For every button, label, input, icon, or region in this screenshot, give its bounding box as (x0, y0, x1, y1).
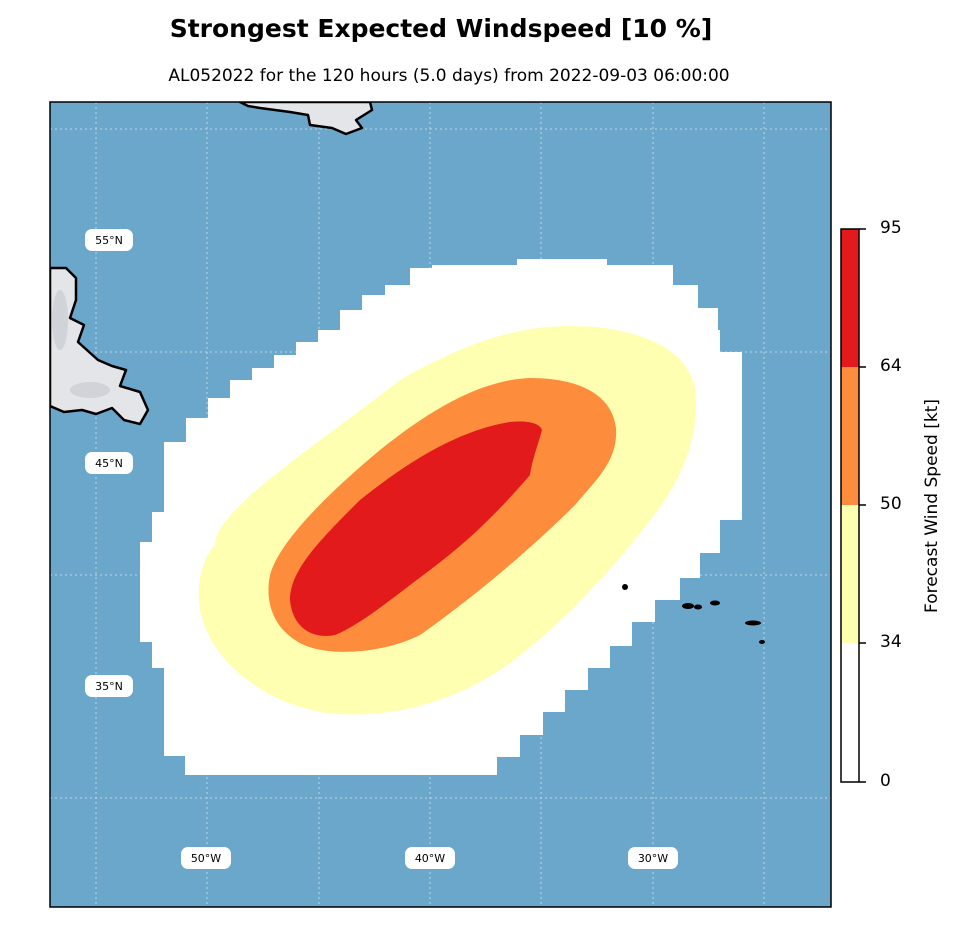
lat-label-35n: 35°N (95, 680, 123, 693)
lon-label-30w: 30°W (638, 852, 668, 865)
land-shading (52, 290, 110, 398)
colorbar-tick-34: 34 (880, 632, 902, 652)
colorbar-segment-64-95 (841, 229, 859, 367)
lon-labels: 50°W 40°W 30°W (181, 847, 678, 869)
colorbar-segment-0-34 (841, 643, 859, 782)
colorbar-segment-34-50 (841, 505, 859, 643)
map-subtitle: AL052022 for the 120 hours (5.0 days) fr… (168, 66, 730, 86)
colorbar (840, 228, 866, 783)
wind-band-64-95 (290, 421, 542, 636)
lat-label-55n: 55°N (95, 234, 123, 247)
map-title: Strongest Expected Windspeed [10 %] (169, 14, 713, 43)
azores-islands (622, 584, 765, 644)
lon-label-40w: 40°W (415, 852, 445, 865)
lat-labels: 55°N 45°N 35°N (85, 229, 133, 697)
map-frame (49, 101, 832, 908)
colorbar-tick-64: 64 (880, 356, 902, 376)
colorbar-tick-95: 95 (880, 218, 902, 238)
lat-label-45n: 45°N (95, 457, 123, 470)
colorbar-tick-50: 50 (880, 494, 902, 514)
colorbar-segment-50-64 (841, 367, 859, 505)
colorbar-label: Forecast Wind Speed [kt] (922, 399, 942, 613)
lon-label-50w: 50°W (191, 852, 221, 865)
colorbar-tick-0: 0 (880, 771, 891, 791)
